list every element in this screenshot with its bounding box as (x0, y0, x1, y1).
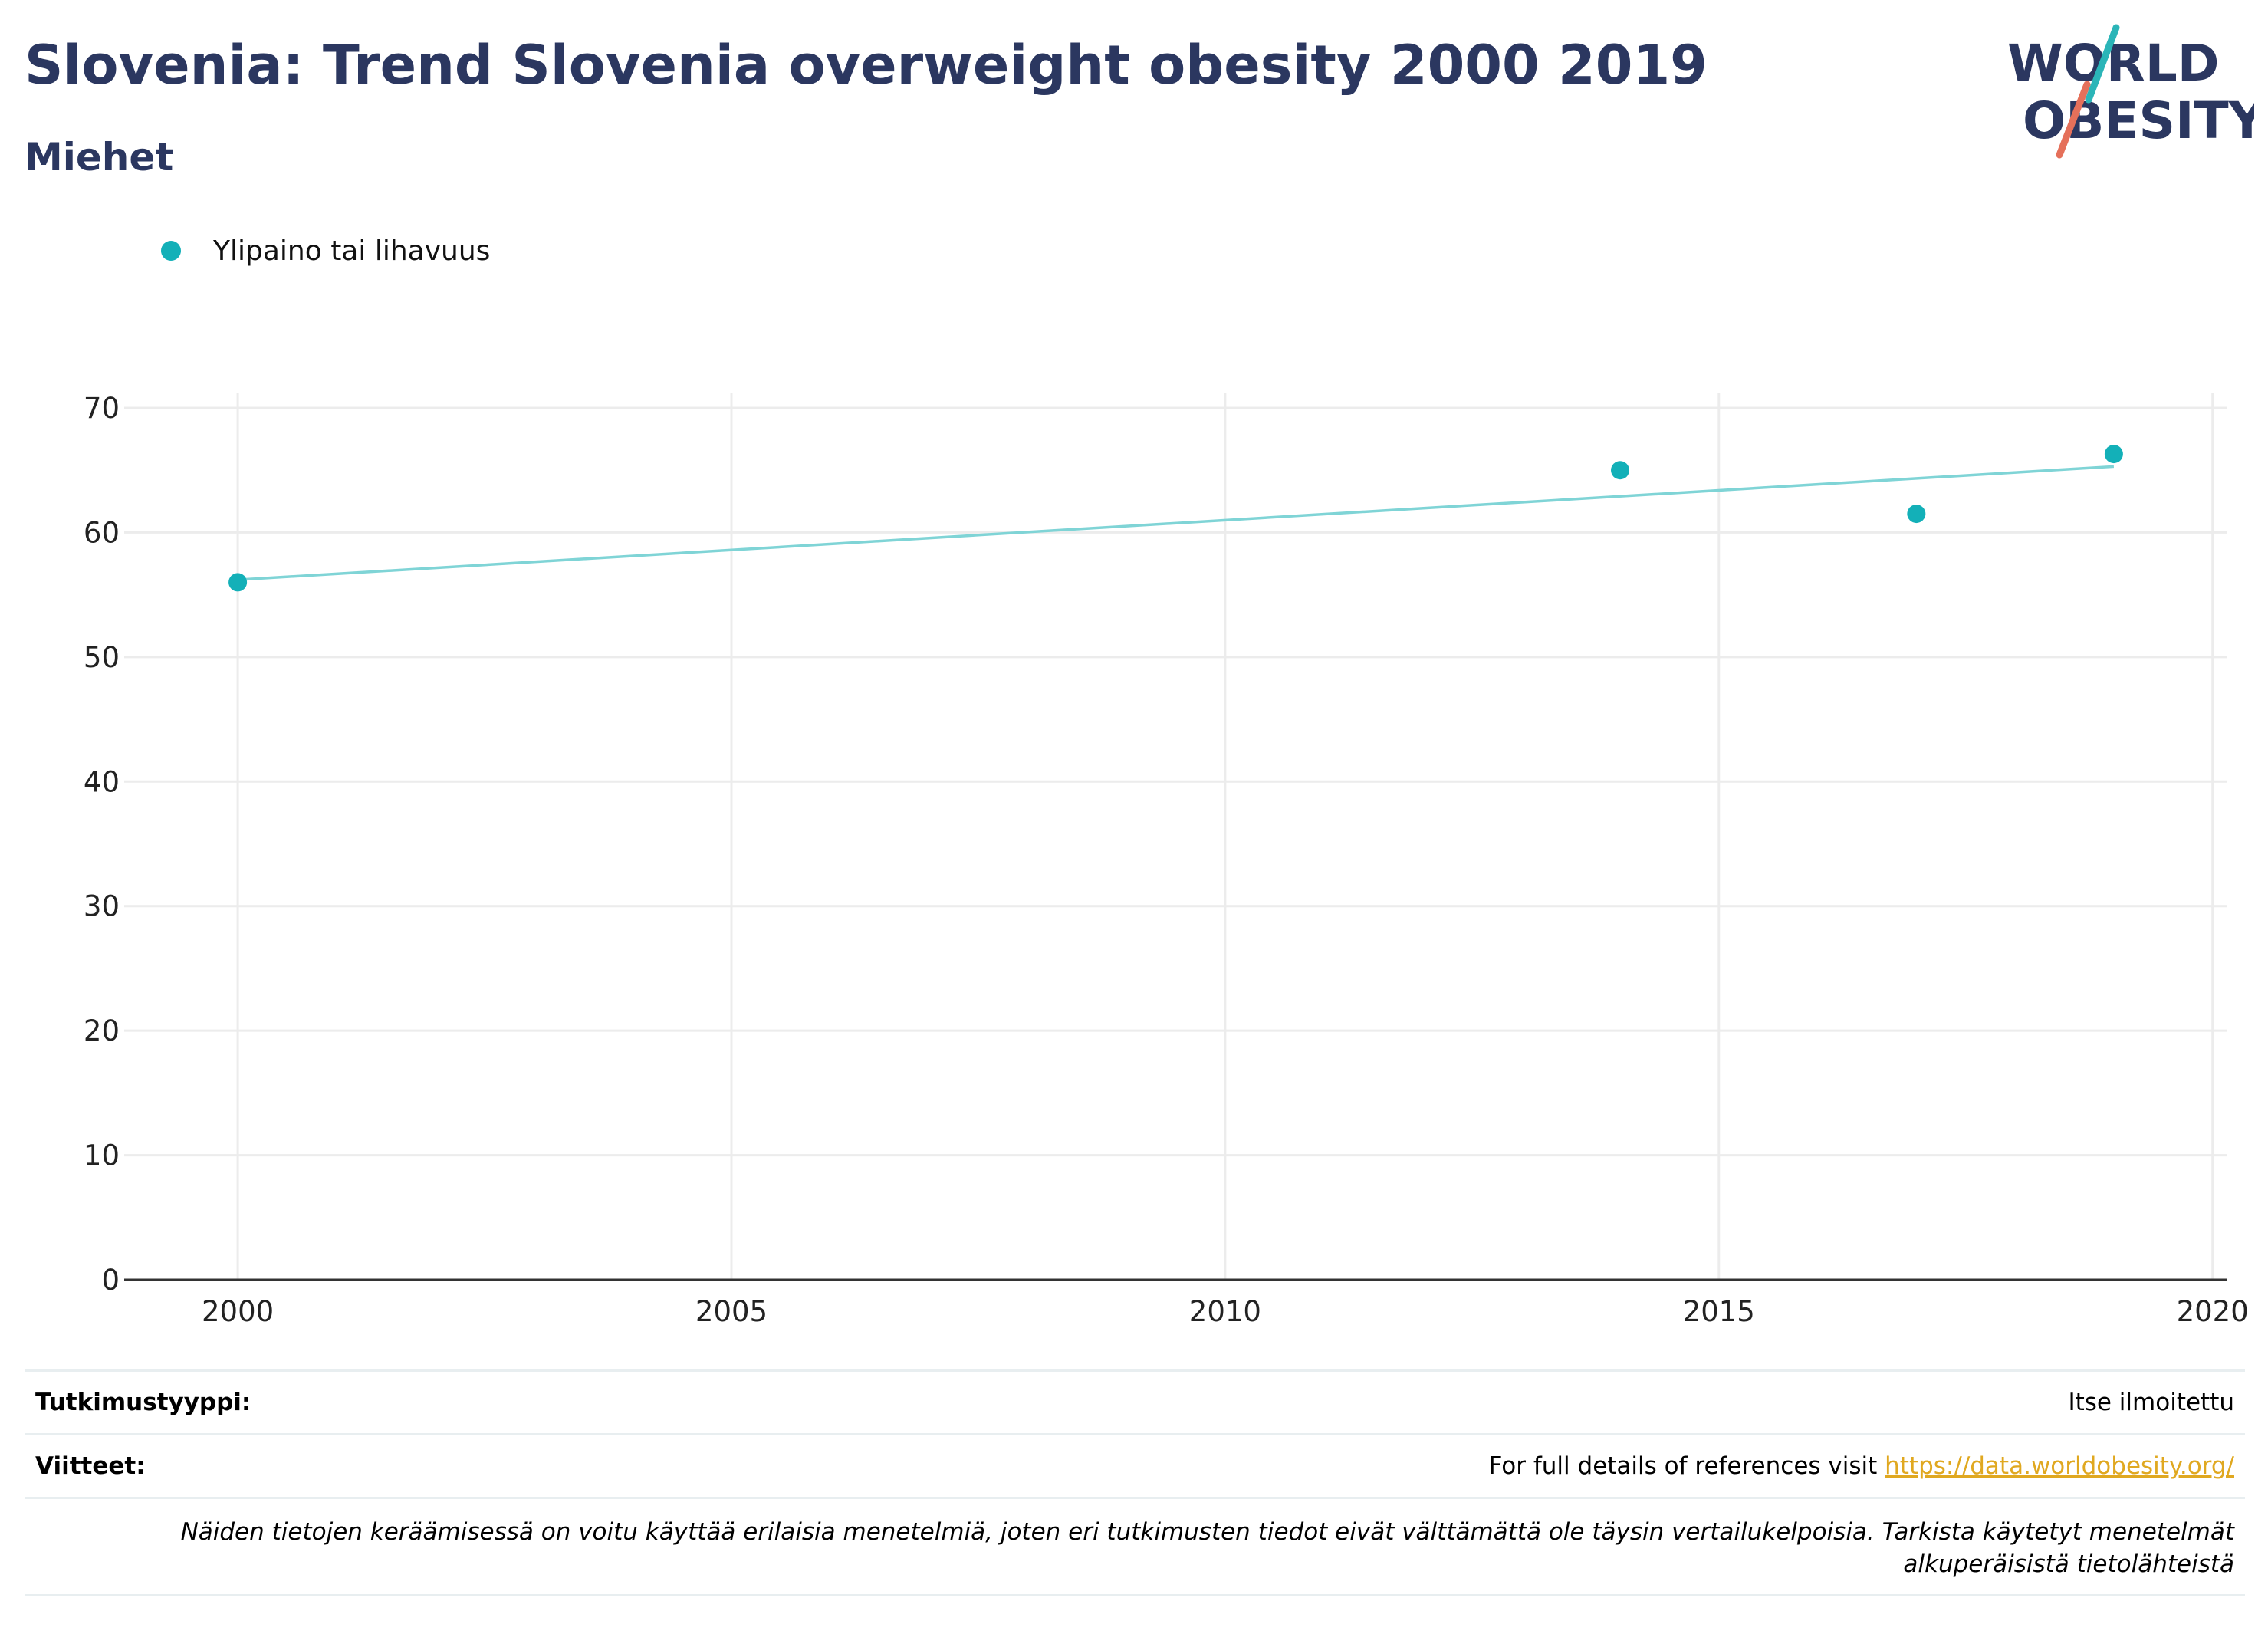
y-tick-label: 20 (84, 1014, 120, 1047)
y-tick-label: 60 (84, 516, 120, 549)
tick-labels: 0 10 20 30 40 50 60 70 2000 2005 2010 2015 2020 (84, 392, 2249, 1328)
y-tick-label: 30 (84, 890, 120, 923)
methodology-note: Näiden tietojen keräämisessä on voitu kä… (25, 1497, 2245, 1596)
logo-slash-teal (2085, 24, 2120, 104)
data-points (228, 445, 2123, 592)
data-point (228, 573, 248, 592)
page-subtitle: Miehet (25, 135, 174, 179)
logo-slash-coral (2056, 81, 2091, 159)
x-tick-label: 2020 (2177, 1295, 2249, 1328)
study-type-value: Itse ilmoitettu (2068, 1389, 2234, 1416)
legend-label[interactable]: Ylipaino tai lihavuus (213, 235, 491, 267)
references-link[interactable]: https://data.worldobesity.org/ (1885, 1452, 2234, 1480)
page-title: Slovenia: Trend Slovenia overweight obes… (25, 34, 1708, 97)
y-tick-label: 40 (84, 765, 120, 798)
grid-lines (124, 393, 2227, 1281)
references-info: For full details of references visit htt… (1489, 1452, 2234, 1480)
x-tick-label: 2000 (202, 1295, 274, 1328)
chart-footer: Tutkimustyyppi: Itse ilmoitettu Viitteet… (25, 1369, 2245, 1596)
world-obesity-logo: WORLD OBESITY (2007, 24, 2254, 159)
scatter-chart: 0 10 20 30 40 50 60 70 2000 2005 2010 2015 2020 (84, 392, 2249, 1328)
trendline-group (237, 465, 2115, 581)
references-row: Viitteet: For full details of references… (25, 1433, 2245, 1497)
x-tick-label: 2015 (1683, 1295, 1755, 1328)
references-label: Viitteet: (35, 1452, 146, 1480)
legend-marker (161, 241, 181, 261)
data-point (2104, 445, 2123, 464)
x-tick-label: 2005 (695, 1295, 768, 1328)
data-point (1907, 505, 1926, 524)
x-tick-label: 2010 (1189, 1295, 1261, 1328)
data-point (1611, 461, 1630, 480)
study-type-row: Tutkimustyyppi: Itse ilmoitettu (25, 1369, 2245, 1433)
trendline (237, 465, 2115, 581)
references-text: For full details of references visit (1488, 1452, 1885, 1480)
y-tick-label: 10 (84, 1139, 120, 1172)
y-tick-label: 70 (84, 392, 120, 425)
y-tick-label: 0 (101, 1264, 120, 1297)
logo-line2: OBESITY (2023, 91, 2254, 150)
study-type-label: Tutkimustyyppi: (35, 1389, 251, 1416)
chart-legend: Ylipaino tai lihavuus (161, 232, 490, 270)
y-tick-label: 50 (84, 641, 120, 674)
